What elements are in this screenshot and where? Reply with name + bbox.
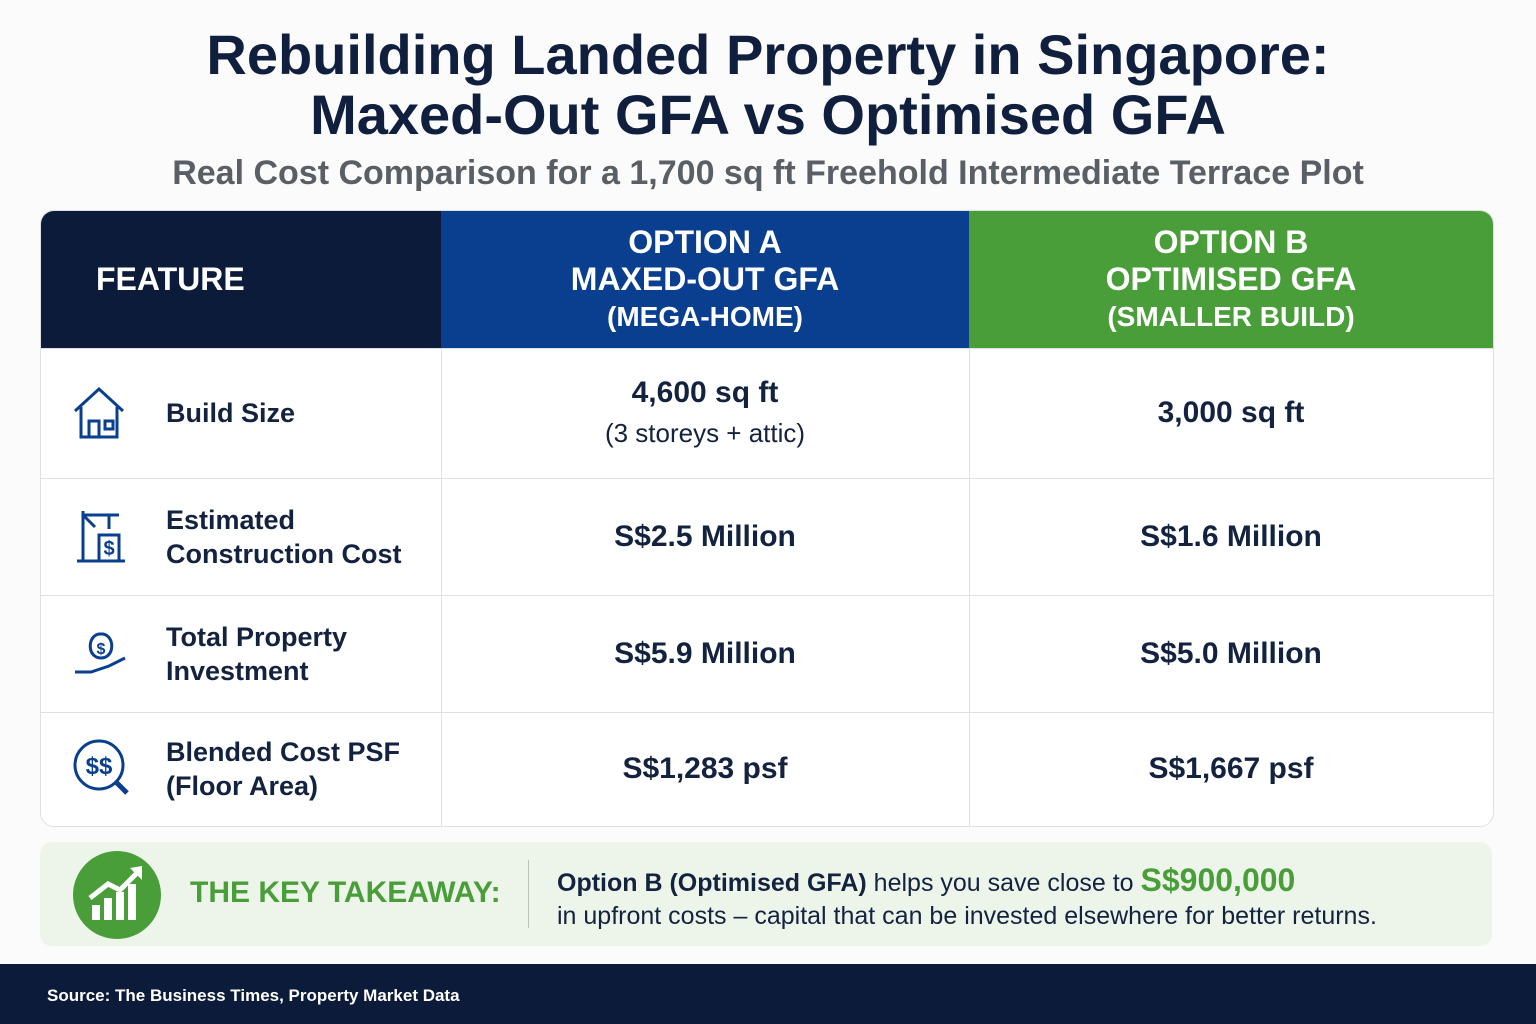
- takeaway-box: THE KEY TAKEAWAY: Option B (Optimised GF…: [40, 842, 1492, 946]
- title: Maxed-Out GFA vs Optimised GFA: [310, 83, 1226, 146]
- value-cell: S$5.0 Million: [969, 595, 1493, 712]
- header-text: OPTION B: [1153, 224, 1309, 260]
- row-icon: [73, 386, 125, 439]
- takeaway-text: helps you save close to: [873, 869, 1134, 897]
- row-icon: $$: [73, 739, 129, 795]
- header-text: OPTION A: [628, 224, 782, 260]
- row-divider: [41, 478, 1493, 479]
- col-divider: [441, 348, 442, 826]
- takeaway-text: in upfront costs – capital that can be i…: [557, 902, 1377, 930]
- header-text: FEATURE: [96, 261, 245, 297]
- value-text: S$1,667 psf: [1148, 752, 1314, 785]
- divider: [528, 860, 529, 928]
- col-divider: [969, 348, 970, 826]
- feature-cell: Blended Cost PSF (Floor Area): [41, 712, 441, 826]
- subtitle: Real Cost Comparison for a 1,700 sq ft F…: [172, 154, 1364, 192]
- value-text: S$5.9 Million: [614, 636, 796, 670]
- header-cell: OPTION A MAXED-OUT GFA (MEGA-HOME): [441, 211, 969, 348]
- row-divider: [41, 595, 1493, 596]
- value-cell: S$1.6 Million: [969, 478, 1493, 595]
- takeaway-amount: S$900,000: [1140, 862, 1296, 898]
- row-divider: [41, 712, 1493, 713]
- value-cell: 4,600 sq ft (3 storeys + attic): [441, 348, 969, 478]
- header-text: (MEGA-HOME): [607, 301, 803, 332]
- feature-text: Build Size: [166, 398, 296, 428]
- footer: Source: The Business Times, Property Mar…: [0, 964, 1536, 1024]
- feature-cell: Total Property Investment: [41, 595, 441, 712]
- value-cell: S$2.5 Million: [441, 478, 969, 595]
- source: Source: The Business Times, Property Mar…: [47, 986, 460, 1005]
- feature-text: Investment: [166, 655, 309, 686]
- header-cell: OPTION B OPTIMISED GFA (SMALLER BUILD): [969, 211, 1493, 348]
- header-text: MAXED-OUT GFA: [570, 261, 840, 297]
- value-text: 3,000 sq ft: [1157, 396, 1305, 429]
- feature-cell: Build Size: [41, 348, 441, 478]
- feature-text: (Floor Area): [166, 771, 319, 801]
- feature-text: Total Property: [166, 621, 348, 652]
- takeaway-lead: Option B (Optimised GFA): [557, 869, 867, 897]
- takeaway-line: Option B (Optimised GFA) helps you save …: [557, 862, 1295, 899]
- takeaway-label: THE KEY TAKEAWAY:: [190, 876, 501, 909]
- growth-icon: [73, 851, 161, 939]
- value-cell: S$5.9 Million: [441, 595, 969, 712]
- value-text: S$1,283 psf: [622, 752, 788, 785]
- row-icon: $: [75, 632, 126, 673]
- header-cell: FEATURE: [41, 211, 441, 348]
- value-text: S$1.6 Million: [1140, 519, 1322, 553]
- svg-text:$$: $$: [86, 753, 113, 780]
- value-cell: S$1,667 psf: [969, 712, 1493, 826]
- feature-text: Estimated: [166, 504, 296, 535]
- svg-text:$: $: [97, 641, 106, 658]
- feature-cell: Estimated Construction Cost: [41, 478, 441, 595]
- row-icon: $: [77, 510, 125, 562]
- comparison-table: FEATURE OPTION A MAXED-OUT GFA (MEGA-HOME)…: [40, 210, 1494, 827]
- row-divider: [41, 348, 1493, 349]
- value-text: S$5.0 Million: [1140, 636, 1322, 670]
- title: Rebuilding Landed Property in Singapore:: [206, 23, 1330, 86]
- value-cell: S$1,283 psf: [441, 712, 969, 826]
- feature-text: Blended Cost PSF: [166, 737, 401, 767]
- value-text: (3 storeys + attic): [604, 418, 806, 448]
- value-text: 4,600 sq ft: [631, 376, 779, 409]
- header-text: OPTIMISED GFA: [1105, 261, 1357, 297]
- value-text: S$2.5 Million: [614, 519, 796, 553]
- header-text: (SMALLER BUILD): [1107, 301, 1355, 332]
- svg-text:$: $: [103, 538, 114, 560]
- value-cell: 3,000 sq ft: [969, 348, 1493, 478]
- feature-text: Construction Cost: [166, 538, 402, 569]
